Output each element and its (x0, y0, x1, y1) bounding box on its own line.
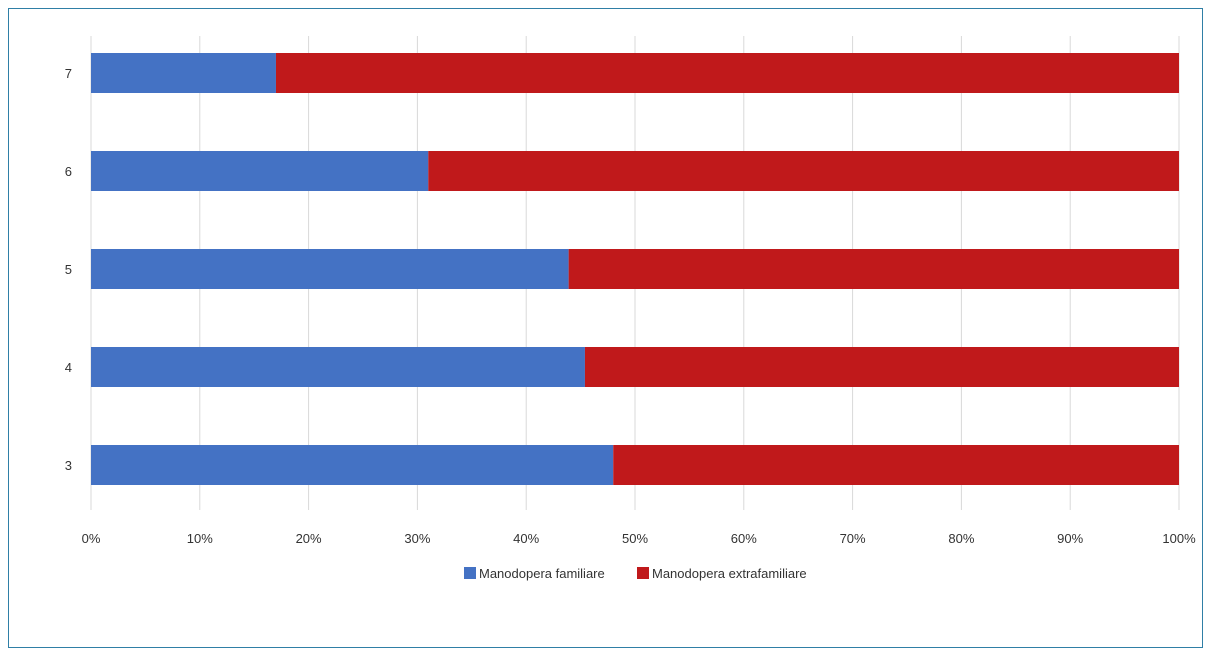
bar-segment-extrafamiliare-7 (275, 53, 1180, 93)
x-tick-label: 10% (187, 531, 213, 546)
legend-swatch (464, 567, 476, 579)
x-tick-label: 40% (513, 531, 539, 546)
x-tick-label: 30% (404, 531, 430, 546)
legend-label: Manodopera extrafamiliare (652, 566, 807, 581)
chart-frame (8, 8, 1203, 648)
x-tick-label: 20% (296, 531, 322, 546)
y-tick-label: 5 (65, 262, 72, 277)
y-tick-label: 6 (65, 164, 72, 179)
x-tick-label: 70% (840, 531, 866, 546)
y-tick-label: 3 (65, 458, 72, 473)
legend-label: Manodopera familiare (479, 566, 605, 581)
y-tick-label: 7 (65, 66, 72, 81)
bar-segment-extrafamiliare-4 (584, 347, 1179, 387)
bar-segment-extrafamiliare-5 (568, 249, 1179, 289)
bar-segment-extrafamiliare-3 (613, 445, 1179, 485)
x-tick-label: 90% (1057, 531, 1083, 546)
bar-segment-familiare-7 (91, 53, 276, 93)
legend: Manodopera familiare Manodopera extrafami… (464, 566, 807, 581)
bar-segment-extrafamiliare-6 (428, 151, 1179, 191)
bar-segment-familiare-3 (91, 445, 614, 485)
x-tick-label: 100% (1162, 531, 1196, 546)
bar-segment-familiare-4 (91, 347, 585, 387)
bars (91, 53, 1180, 485)
bar-segment-familiare-6 (91, 151, 429, 191)
legend-swatch (637, 567, 649, 579)
x-tick-label: 60% (731, 531, 757, 546)
x-tick-label: 50% (622, 531, 648, 546)
y-tick-labels: 3 4 5 6 7 (65, 66, 72, 473)
x-tick-label: 80% (948, 531, 974, 546)
y-tick-label: 4 (65, 360, 72, 375)
x-tick-labels: 0% 10% 20% 30% 40% 50% 60% 70% 80% 90% 100% (82, 531, 1196, 546)
x-tick-label: 0% (82, 531, 101, 546)
bar-segment-familiare-5 (91, 249, 569, 289)
